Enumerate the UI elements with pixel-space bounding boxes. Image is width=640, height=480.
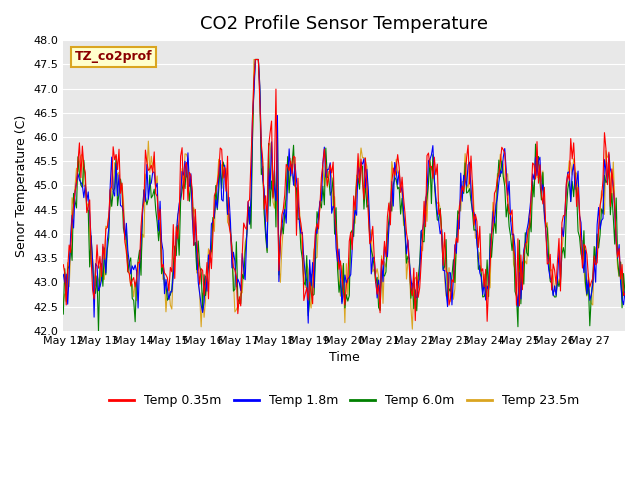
Text: TZ_co2prof: TZ_co2prof [74, 50, 152, 63]
Legend: Temp 0.35m, Temp 1.8m, Temp 6.0m, Temp 23.5m: Temp 0.35m, Temp 1.8m, Temp 6.0m, Temp 2… [104, 389, 584, 412]
Y-axis label: Senor Temperature (C): Senor Temperature (C) [15, 114, 28, 257]
Title: CO2 Profile Sensor Temperature: CO2 Profile Sensor Temperature [200, 15, 488, 33]
X-axis label: Time: Time [329, 351, 360, 364]
